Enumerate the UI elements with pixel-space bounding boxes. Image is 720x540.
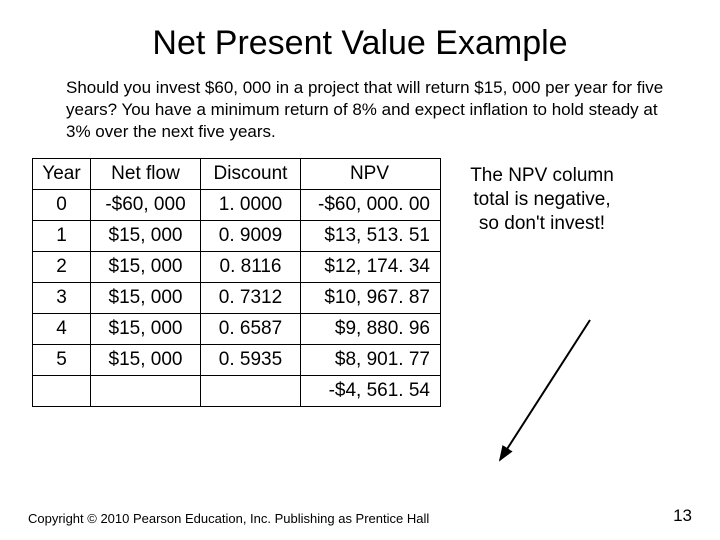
cell: 2	[33, 252, 91, 283]
table-row: 3 $15, 000 0. 7312 $10, 967. 87	[33, 283, 441, 314]
cell: 0. 5935	[201, 345, 301, 376]
callout-text: The NPV column total is negative, so don…	[467, 164, 617, 235]
copyright-text: Copyright © 2010 Pearson Education, Inc.…	[28, 511, 429, 526]
table-header-row: Year Net flow Discount NPV	[33, 159, 441, 190]
cell: 0. 7312	[201, 283, 301, 314]
cell: 0. 9009	[201, 221, 301, 252]
cell-empty	[201, 376, 301, 407]
cell-empty	[33, 376, 91, 407]
table-row: 1 $15, 000 0. 9009 $13, 513. 51	[33, 221, 441, 252]
cell: $10, 967. 87	[301, 283, 441, 314]
cell: $13, 513. 51	[301, 221, 441, 252]
cell: 4	[33, 314, 91, 345]
cell: $12, 174. 34	[301, 252, 441, 283]
cell: $15, 000	[91, 252, 201, 283]
cell: $15, 000	[91, 345, 201, 376]
cell-total: -$4, 561. 54	[301, 376, 441, 407]
cell: 1	[33, 221, 91, 252]
cell-empty	[91, 376, 201, 407]
cell: $15, 000	[91, 283, 201, 314]
cell: $9, 880. 96	[301, 314, 441, 345]
table-total-row: -$4, 561. 54	[33, 376, 441, 407]
cell: $15, 000	[91, 221, 201, 252]
slide: Net Present Value Example Should you inv…	[0, 0, 720, 540]
cell: 0. 6587	[201, 314, 301, 345]
table-row: 2 $15, 000 0. 8116 $12, 174. 34	[33, 252, 441, 283]
content-row: Year Net flow Discount NPV 0 -$60, 000 1…	[28, 158, 692, 407]
npv-table: Year Net flow Discount NPV 0 -$60, 000 1…	[32, 158, 441, 407]
cell: 5	[33, 345, 91, 376]
cell: -$60, 000	[91, 190, 201, 221]
page-title: Net Present Value Example	[28, 24, 692, 63]
cell: $8, 901. 77	[301, 345, 441, 376]
cell: 0	[33, 190, 91, 221]
page-number: 13	[673, 506, 692, 526]
footer: Copyright © 2010 Pearson Education, Inc.…	[28, 506, 692, 526]
body-paragraph: Should you invest $60, 000 in a project …	[28, 77, 692, 142]
cell: -$60, 000. 00	[301, 190, 441, 221]
col-header-npv: NPV	[301, 159, 441, 190]
col-header-discount: Discount	[201, 159, 301, 190]
cell: 0. 8116	[201, 252, 301, 283]
table-row: 0 -$60, 000 1. 0000 -$60, 000. 00	[33, 190, 441, 221]
table-row: 5 $15, 000 0. 5935 $8, 901. 77	[33, 345, 441, 376]
col-header-netflow: Net flow	[91, 159, 201, 190]
cell: 3	[33, 283, 91, 314]
cell: 1. 0000	[201, 190, 301, 221]
col-header-year: Year	[33, 159, 91, 190]
table-row: 4 $15, 000 0. 6587 $9, 880. 96	[33, 314, 441, 345]
cell: $15, 000	[91, 314, 201, 345]
